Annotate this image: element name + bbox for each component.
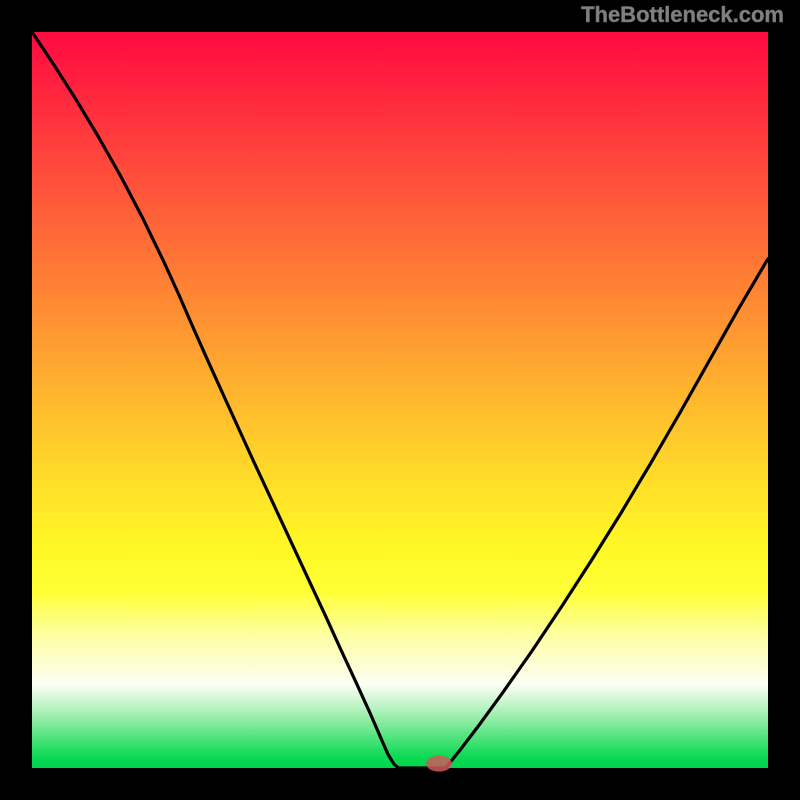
watermark-text: TheBottleneck.com: [581, 2, 784, 28]
optimum-marker: [426, 756, 452, 772]
plot-background: [32, 32, 768, 768]
